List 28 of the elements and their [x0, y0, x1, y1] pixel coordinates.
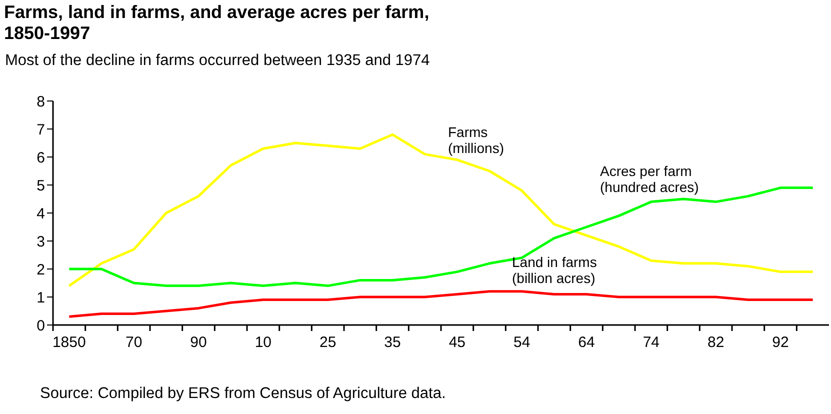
x-tick-label: 64: [578, 334, 595, 351]
chart-subtitle: Most of the decline in farms occurred between 1935 and 1974: [5, 52, 430, 70]
y-tick-label: 6: [36, 149, 45, 166]
series-label: Farms (millions): [448, 124, 504, 156]
x-tick-label: 70: [125, 334, 142, 351]
y-tick-label: 4: [36, 205, 45, 222]
series-label: Land in farms (billion acres): [512, 254, 597, 286]
chart-title: Farms, land in farms, and average acres per farm, 1850-1997: [4, 2, 430, 44]
x-tick-label: 25: [319, 334, 336, 351]
x-tick-label: 1850: [52, 334, 86, 351]
y-tick-label: 2: [36, 261, 45, 278]
source-note: Source: Compiled by ERS from Census of Agriculture data.: [40, 385, 446, 403]
series-label: Acres per farm (hundred acres): [600, 163, 699, 195]
y-tick-label: 8: [36, 93, 45, 110]
y-tick-label: 7: [36, 121, 45, 138]
x-tick-label: 90: [190, 334, 207, 351]
x-tick-label: 74: [642, 334, 660, 351]
x-tick-label: 82: [707, 334, 724, 351]
x-tick-label: 54: [513, 334, 530, 351]
y-tick-label: 1: [36, 289, 45, 306]
y-tick-label: 0: [36, 317, 45, 334]
x-tick-label: 10: [254, 334, 272, 351]
line-series: [68, 290, 814, 318]
y-tick-label: 5: [36, 177, 45, 194]
x-tick-label: 45: [448, 334, 466, 351]
y-tick-label: 3: [36, 233, 45, 250]
x-tick-label: 35: [384, 334, 401, 351]
x-tick-label: 92: [772, 334, 789, 351]
